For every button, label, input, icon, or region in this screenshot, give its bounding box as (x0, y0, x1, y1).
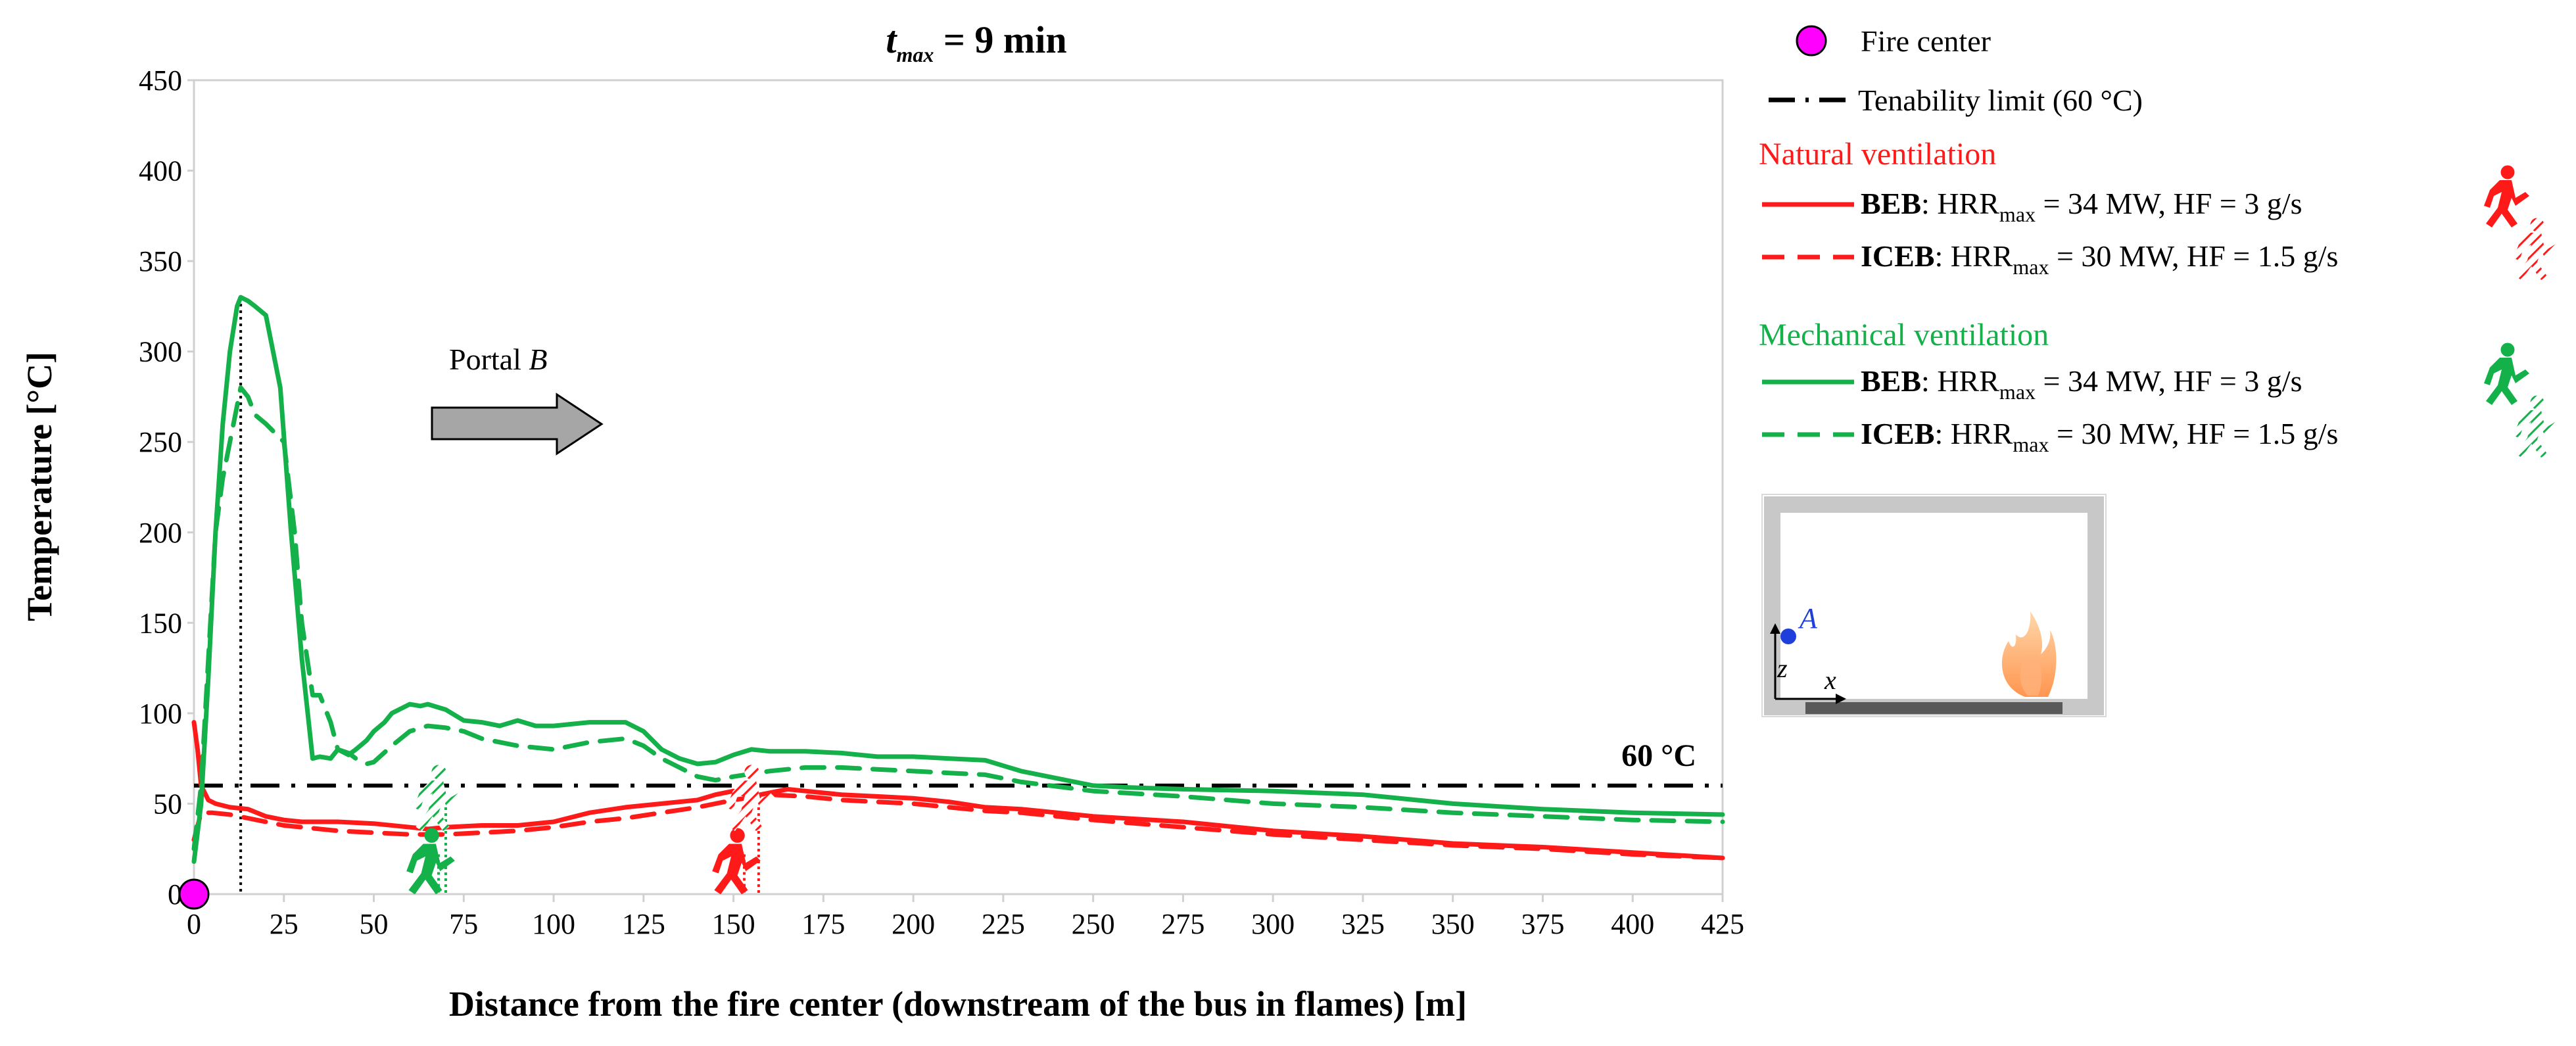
x-tick-label: 425 (1701, 908, 1744, 940)
y-axis-ticks: 0 50 100 150 200 250 300 350 400 450 (139, 64, 194, 911)
escape-marker-green-iceb (414, 765, 462, 832)
escape-markers (406, 765, 775, 895)
inset-axes: z x (1770, 623, 1846, 704)
tunnel-floor-left (1780, 699, 1805, 715)
x-tick-label: 0 (187, 908, 201, 940)
x-tick-label: 350 (1431, 908, 1475, 940)
legend-tenability: Tenability limit (60 °C) (1769, 83, 2143, 117)
legend: Fire center Tenability limit (60 °C) Nat… (1759, 24, 2559, 458)
legend-natural-heading: Natural ventilation (1759, 137, 1996, 172)
y-tick-label: 100 (139, 698, 182, 730)
x-tick-label: 275 (1161, 908, 1205, 940)
legend-mechanical-heading: Mechanical ventilation (1759, 318, 2049, 352)
y-tick-label: 400 (139, 155, 182, 187)
series-line-0 (191, 720, 1725, 861)
legend-entry-label-3: ICEB: HRRmax = 30 MW, HF = 1.5 g/s (1861, 417, 2338, 456)
x-tick-label: 100 (532, 908, 575, 940)
legend-tenability-label: Tenability limit (60 °C) (1858, 83, 2143, 117)
series-line-3 (191, 385, 1725, 851)
x-tick-label: 250 (1072, 908, 1115, 940)
runner-red-solid-icon (2484, 165, 2529, 227)
legend-fire-center-label: Fire center (1861, 24, 1991, 58)
fire-center-marker-group (178, 878, 210, 910)
y-tick-label: 0 (168, 878, 182, 911)
runner-green-hatched-icon (2514, 395, 2559, 458)
threshold-label: 60 °C (1621, 738, 1696, 773)
portal-arrow-shape (431, 392, 604, 456)
y-tick-label: 350 (139, 245, 182, 277)
y-tick-label: 200 (139, 517, 182, 549)
inset-z-label: z (1777, 654, 1788, 683)
title-suffix: = 9 min (934, 18, 1066, 61)
legend-entry-label-0: BEB: HRRmax = 34 MW, HF = 3 g/s (1861, 187, 2302, 226)
tunnel-road (1805, 702, 2063, 714)
series-lines (191, 295, 1725, 864)
plot-area: 0 50 100 150 200 250 300 350 400 450 0 25 50 75 100 12… (139, 64, 1744, 940)
y-tick-label: 50 (153, 788, 182, 820)
portal-arrow: Portal B (431, 343, 604, 456)
tunnel-inset: z x A (1761, 494, 2107, 717)
x-tick-label: 300 (1251, 908, 1295, 940)
x-axis-title: Distance from the fire center (downstrea… (449, 984, 1467, 1024)
legend-entry-label-2: BEB: HRRmax = 34 MW, HF = 3 g/s (1861, 364, 2302, 404)
legend-entry-label-1: ICEB: HRRmax = 30 MW, HF = 1.5 g/s (1861, 239, 2338, 279)
runner-green-solid-icon (2484, 343, 2529, 405)
inset-point-a-label: A (1798, 602, 1818, 634)
x-tick-label: 200 (892, 908, 935, 940)
legend-fire-center: Fire center (1796, 24, 1991, 58)
series-line-2 (191, 295, 1725, 864)
title-sub: max (896, 43, 934, 66)
x-tick-label: 125 (622, 908, 665, 940)
y-tick-label: 300 (139, 336, 182, 368)
x-tick-label: 375 (1521, 908, 1564, 940)
x-tick-label: 25 (270, 908, 298, 940)
bus-flames-icon (2001, 611, 2057, 697)
x-tick-label: 325 (1341, 908, 1385, 940)
legend-entries: BEB: HRRmax = 34 MW, HF = 3 g/s ICEB: HRR… (1762, 165, 2559, 458)
y-tick-label: 250 (139, 426, 182, 458)
x-tick-label: 150 (712, 908, 755, 940)
y-tick-label: 450 (139, 64, 182, 97)
tunnel-floor-right (2063, 699, 2087, 715)
runner-red-hatched-icon (2514, 218, 2559, 280)
inset-point-a-icon (1780, 629, 1796, 644)
chart-title: tmax = 9 min (886, 18, 1066, 66)
x-axis-ticks: 0 25 50 75 100 125 150 175 200 225 250 275 300 325 350… (187, 894, 1744, 940)
fire-center-marker (178, 878, 210, 910)
plot-frame (193, 79, 1724, 895)
fire-center-legend-icon (1796, 25, 1827, 57)
x-tick-label: 225 (982, 908, 1025, 940)
inset-x-label: x (1824, 665, 1836, 695)
title-prefix: t (886, 18, 897, 61)
x-tick-label: 75 (449, 908, 478, 940)
escape-marker-red-beb (712, 828, 761, 895)
escape-marker-green-beb (406, 828, 455, 895)
series-line-1 (191, 792, 1725, 861)
y-axis-title: Temperature [°C] (20, 352, 59, 621)
escape-marker-red-iceb (727, 765, 775, 832)
x-tick-label: 50 (360, 908, 389, 940)
x-tick-label: 400 (1611, 908, 1654, 940)
y-tick-label: 150 (139, 607, 182, 639)
threshold-line-group: 60 °C (194, 738, 1723, 788)
portal-arrow-label: Portal B (449, 343, 548, 376)
x-tick-label: 175 (801, 908, 845, 940)
